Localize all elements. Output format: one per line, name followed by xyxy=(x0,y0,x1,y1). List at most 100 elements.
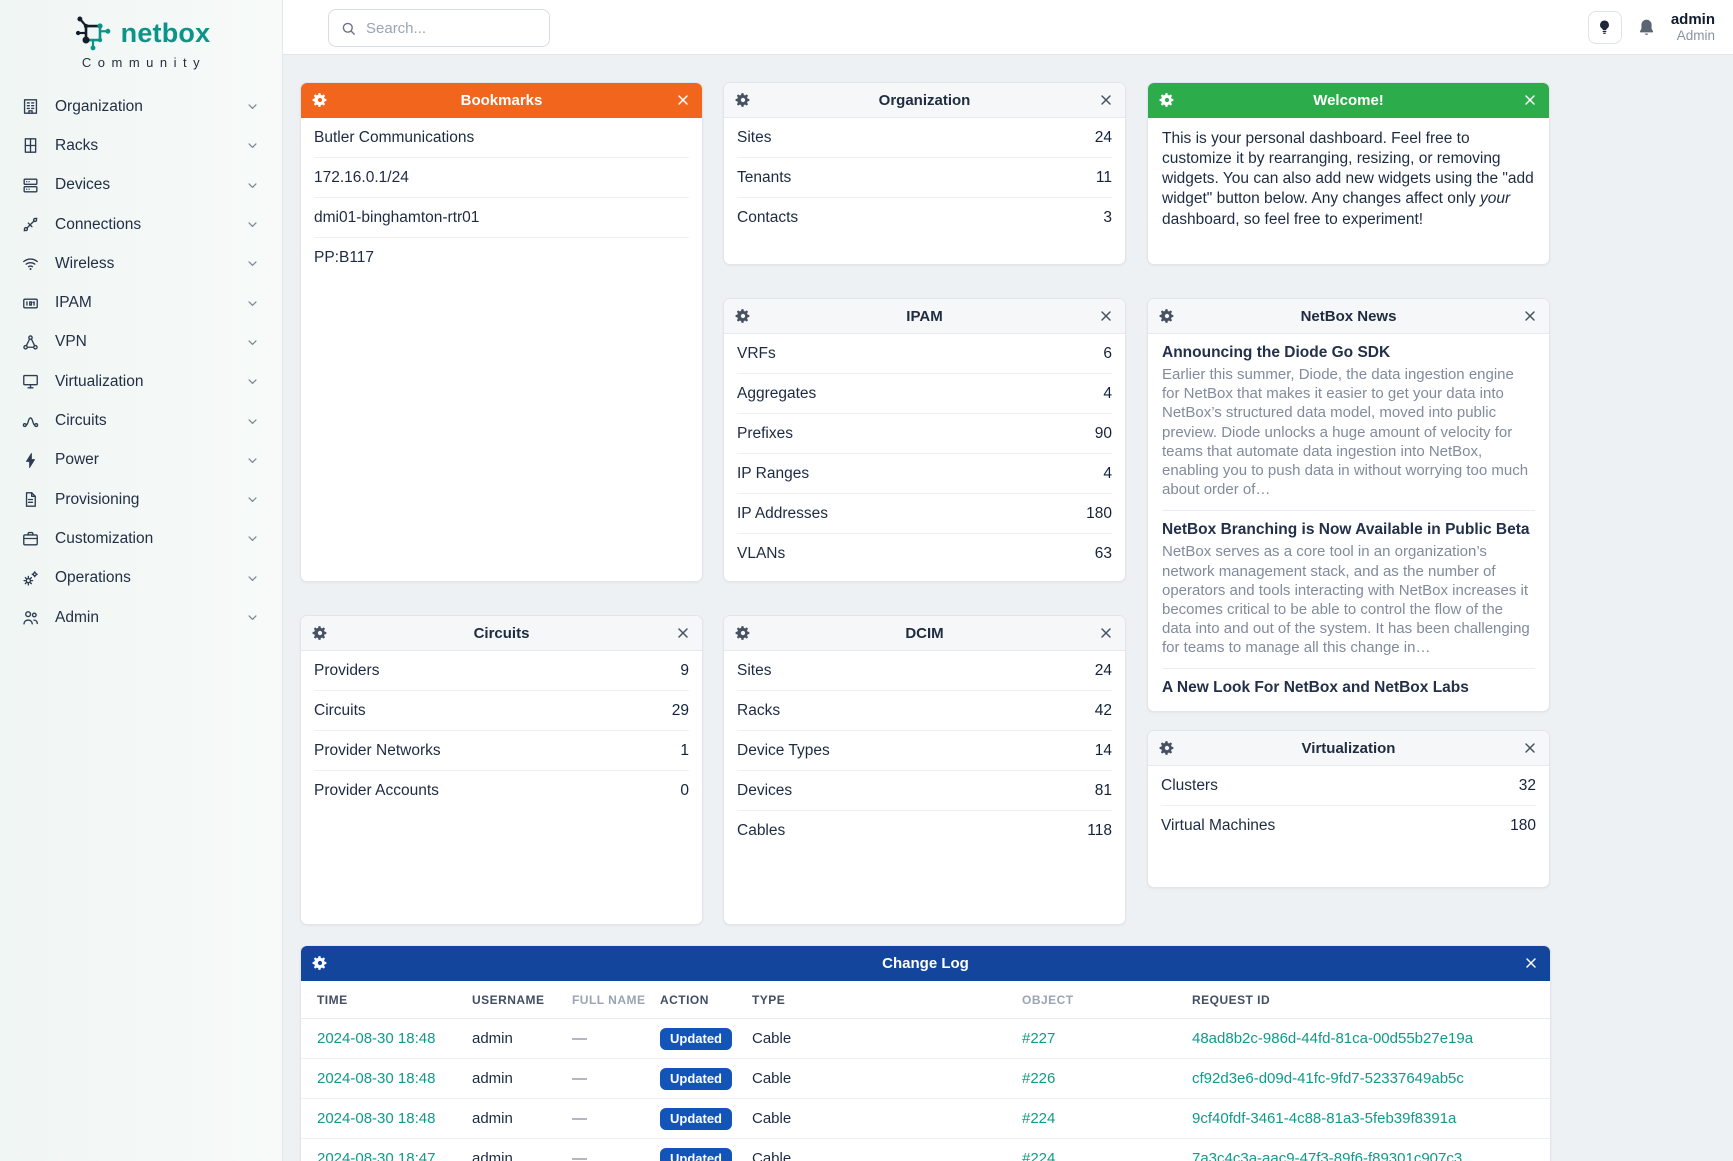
sidebar-item-label: Customization xyxy=(55,529,154,547)
stat-row[interactable]: Providers 9 xyxy=(314,651,689,691)
gear-icon[interactable] xyxy=(1159,308,1175,324)
user-menu[interactable]: admin Admin xyxy=(1671,11,1715,44)
sidebar-item-provisioning[interactable]: Provisioning xyxy=(0,480,282,519)
action-badge: Updated xyxy=(660,1027,732,1050)
gear-icon[interactable] xyxy=(1159,740,1175,756)
sidebar-item-racks[interactable]: Racks xyxy=(0,126,282,165)
stat-row[interactable]: IP Ranges 4 xyxy=(737,454,1112,494)
widget-title: Organization xyxy=(878,91,971,109)
theme-toggle-button[interactable] xyxy=(1587,11,1622,44)
request-id-link[interactable]: 9cf40fdf-3461-4c88-81a3-5feb39f8391a xyxy=(1192,1110,1457,1127)
stat-row[interactable]: Tenants 11 xyxy=(737,158,1112,198)
sidebar-item-power[interactable]: Power xyxy=(0,441,282,480)
search-box[interactable] xyxy=(328,9,550,47)
news-item-title[interactable]: A New Look For NetBox and NetBox Labs xyxy=(1162,679,1469,697)
change-type: Cable xyxy=(752,1110,792,1127)
welcome-text: This is your personal dashboard. Feel fr… xyxy=(1162,130,1534,228)
request-id-link[interactable]: 48ad8b2c-986d-44fd-81ca-00d55b27e19a xyxy=(1192,1030,1474,1047)
stat-row[interactable]: Provider Networks 1 xyxy=(314,731,689,771)
sidebar-item-label: Organization xyxy=(55,97,143,115)
change-time-link[interactable]: 2024-08-30 18:48 xyxy=(317,1030,436,1047)
sidebar-item-customization[interactable]: Customization xyxy=(0,519,282,558)
change-object-link[interactable]: #224 xyxy=(1022,1110,1056,1127)
stat-row[interactable]: VRFs 6 xyxy=(737,334,1112,374)
stat-row[interactable]: Provider Accounts 0 xyxy=(314,782,689,799)
close-icon[interactable] xyxy=(675,625,691,641)
lightbulb-icon xyxy=(1595,18,1614,37)
search-input[interactable] xyxy=(366,19,538,37)
stat-row[interactable]: Prefixes 90 xyxy=(737,414,1112,454)
widget-circuits: Circuits Providers 9 Circuits 29 Provide… xyxy=(300,615,703,925)
sidebar-item-connections[interactable]: Connections xyxy=(0,205,282,244)
sidebar-item-ipam[interactable]: IPAM xyxy=(0,283,282,322)
gear-icon[interactable] xyxy=(735,92,751,108)
widget-ipam: IPAM VRFs 6 Aggregates 4 Prefixes 90 IP … xyxy=(723,298,1126,582)
stat-row[interactable]: IP Addresses 180 xyxy=(737,494,1112,534)
stat-row[interactable]: Contacts 3 xyxy=(737,209,1112,226)
close-icon[interactable] xyxy=(1522,308,1538,324)
gear-icon[interactable] xyxy=(312,955,328,971)
gear-icon[interactable] xyxy=(735,625,751,641)
notifications-bell-icon[interactable] xyxy=(1636,17,1657,38)
bookmark-item[interactable]: 172.16.0.1/24 xyxy=(314,158,689,198)
stat-row[interactable]: Sites 24 xyxy=(737,651,1112,691)
search-icon xyxy=(340,20,357,37)
change-time-link[interactable]: 2024-08-30 18:47 xyxy=(317,1150,436,1161)
close-icon[interactable] xyxy=(1522,740,1538,756)
change-type: Cable xyxy=(752,1150,792,1161)
stat-row[interactable]: Devices 81 xyxy=(737,771,1112,811)
brand-name: netbox xyxy=(120,17,211,48)
news-item-title[interactable]: NetBox Branching is Now Available in Pub… xyxy=(1162,521,1530,539)
action-badge: Updated xyxy=(660,1067,732,1090)
bookmark-item[interactable]: dmi01-binghamton-rtr01 xyxy=(314,198,689,238)
close-icon[interactable] xyxy=(675,92,691,108)
stat-row[interactable]: Sites 24 xyxy=(737,118,1112,158)
chevron-down-icon xyxy=(245,492,260,507)
action-badge: Updated xyxy=(660,1147,732,1161)
sidebar-item-organization[interactable]: Organization xyxy=(0,87,282,126)
close-icon[interactable] xyxy=(1522,92,1538,108)
news-item-title[interactable]: Announcing the Diode Go SDK xyxy=(1162,344,1391,361)
change-object-link[interactable]: #227 xyxy=(1022,1030,1056,1047)
change-time-link[interactable]: 2024-08-30 18:48 xyxy=(317,1110,436,1127)
gear-icon[interactable] xyxy=(312,625,328,641)
table-row: 2024-08-30 18:48 admin — Updated Cable #… xyxy=(301,1059,1550,1099)
news-item: Announcing the Diode Go SDK Earlier this… xyxy=(1162,334,1535,512)
sidebar-item-virtualization[interactable]: Virtualization xyxy=(0,362,282,401)
request-id-link[interactable]: 7a3c4c3a-aac9-47f3-89f6-f89301c907c3 xyxy=(1192,1150,1463,1161)
stat-row[interactable]: Virtual Machines 180 xyxy=(1161,817,1536,834)
close-icon[interactable] xyxy=(1098,625,1114,641)
gear-icon[interactable] xyxy=(1159,92,1175,108)
change-time-link[interactable]: 2024-08-30 18:48 xyxy=(317,1070,436,1087)
sidebar-item-admin[interactable]: Admin xyxy=(0,598,282,637)
bookmark-item[interactable]: PP:B117 xyxy=(314,249,375,266)
stat-row[interactable]: Racks 42 xyxy=(737,691,1112,731)
close-icon[interactable] xyxy=(1098,308,1114,324)
sidebar-item-operations[interactable]: Operations xyxy=(0,559,282,598)
stat-row[interactable]: Cables 118 xyxy=(737,822,1112,839)
news-item-body: NetBox serves as a core tool in an organ… xyxy=(1162,543,1530,657)
gear-icon[interactable] xyxy=(312,92,328,108)
stat-row[interactable]: Aggregates 4 xyxy=(737,374,1112,414)
request-id-link[interactable]: cf92d3e6-d09d-41fc-9fd7-52337649ab5c xyxy=(1192,1070,1464,1087)
sidebar-item-label: Power xyxy=(55,451,99,469)
sidebar-item-circuits[interactable]: Circuits xyxy=(0,401,282,440)
sidebar-item-label: Connections xyxy=(55,215,142,233)
sidebar-item-wireless[interactable]: Wireless xyxy=(0,244,282,283)
sidebar-item-vpn[interactable]: VPN xyxy=(0,323,282,362)
change-object-link[interactable]: #226 xyxy=(1022,1070,1056,1087)
sidebar-item-devices[interactable]: Devices xyxy=(0,166,282,205)
stat-row[interactable]: Clusters 32 xyxy=(1161,766,1536,806)
bookmark-item[interactable]: Butler Communications xyxy=(314,118,689,158)
close-icon[interactable] xyxy=(1523,955,1539,971)
stat-row[interactable]: VLANs 63 xyxy=(737,545,1112,562)
close-icon[interactable] xyxy=(1098,92,1114,108)
stat-row[interactable]: Circuits 29 xyxy=(314,691,689,731)
stat-row[interactable]: Device Types 14 xyxy=(737,731,1112,771)
chevron-down-icon xyxy=(245,531,260,546)
change-object-link[interactable]: #224 xyxy=(1022,1150,1056,1161)
dashboard: Bookmarks Butler Communications 172.16.0… xyxy=(283,55,1733,1161)
gear-icon[interactable] xyxy=(735,308,751,324)
change-username: admin xyxy=(472,1070,513,1087)
widget-welcome: Welcome! This is your personal dashboard… xyxy=(1147,82,1550,265)
